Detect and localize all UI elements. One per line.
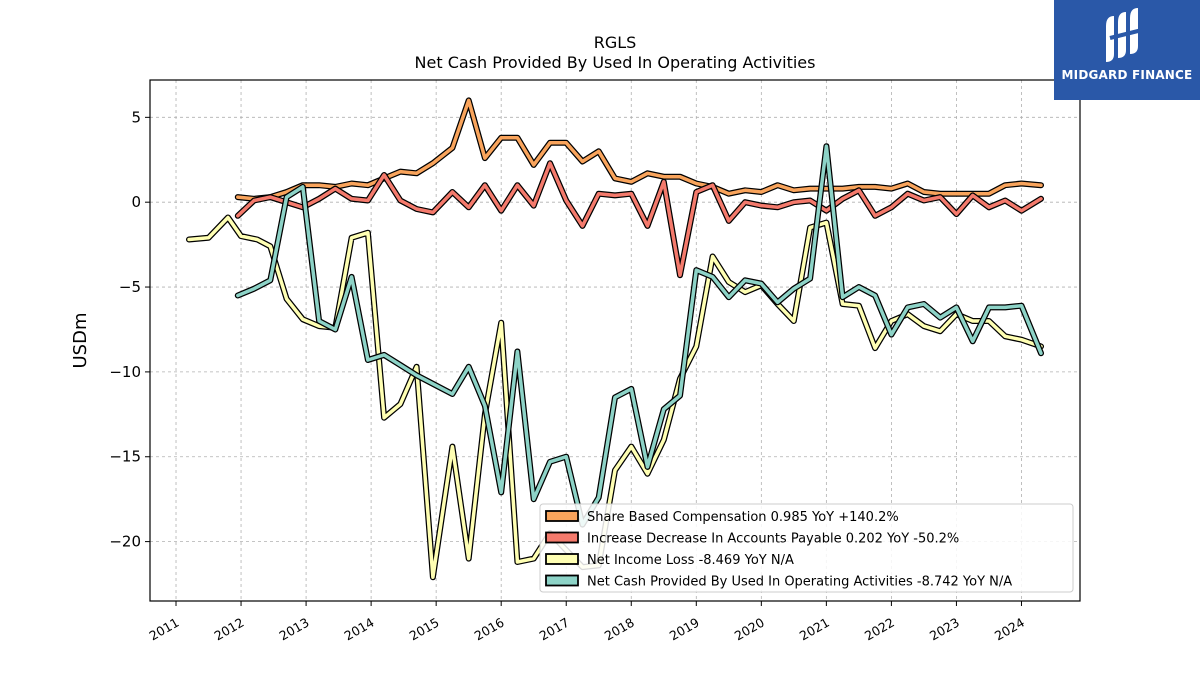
y-tick-label: −15 [109,448,141,466]
y-tick-label: −20 [109,533,141,551]
legend-swatch [545,510,579,522]
chart-title: RGLS [594,33,637,52]
x-tick-label: 2015 [407,615,442,644]
midgard-m-logo-icon [1106,8,1143,62]
x-tick-label: 2022 [862,615,897,644]
series-line [236,161,1043,277]
series-line-outline [234,143,1044,528]
legend-entry: Share Based Compensation 0.985 YoY +140.… [587,510,899,525]
legend-entry: Net Income Loss -8.469 YoY N/A [587,553,794,568]
x-tick-label: 2013 [277,615,312,644]
x-axis: 2011 2012 2013 2014 2015 2016 2017 2018 2019 2020… [146,601,1027,644]
y-tick-label: 0 [131,193,141,211]
series-layer [186,97,1044,581]
x-tick-label: 2016 [472,615,507,644]
x-tick-label: 2023 [927,615,962,644]
x-tick-label: 2011 [146,615,181,644]
legend-swatch [545,574,579,587]
midgard-finance-logo: MIDGARD FINANCE [1054,0,1200,100]
y-tick-label: 5 [131,108,141,126]
y-tick-label: −10 [109,363,141,381]
legend-swatch [545,553,579,565]
x-tick-label: 2014 [342,615,377,644]
x-tick-label: 2018 [602,615,637,644]
plot-frame [149,79,1081,602]
legend-entry: Increase Decrease In Accounts Payable 0.… [587,532,959,547]
y-axis-label: USDm [70,313,91,369]
legend-swatch [545,531,579,544]
chart-subtitle: Net Cash Provided By Used In Operating A… [415,53,816,72]
legend-box [539,503,1074,593]
logo-text: MIDGARD FINANCE [1061,68,1193,82]
legend-entry: Net Cash Provided By Used In Operating A… [587,575,1012,590]
legend: Share Based Compensation 0.985 YoY +140.… [539,503,1074,593]
series-line [236,144,1043,527]
series-line [236,98,1043,201]
x-tick-label: 2017 [537,615,572,644]
y-axis: 5 0 −5 −10 −15 −20 [109,108,150,551]
x-tick-label: 2024 [992,615,1027,644]
x-tick-label: 2012 [211,615,246,644]
x-tick-label: 2021 [797,615,832,644]
x-tick-label: 2019 [667,615,702,644]
x-tick-label: 2020 [732,615,767,644]
y-tick-label: −5 [119,278,141,296]
